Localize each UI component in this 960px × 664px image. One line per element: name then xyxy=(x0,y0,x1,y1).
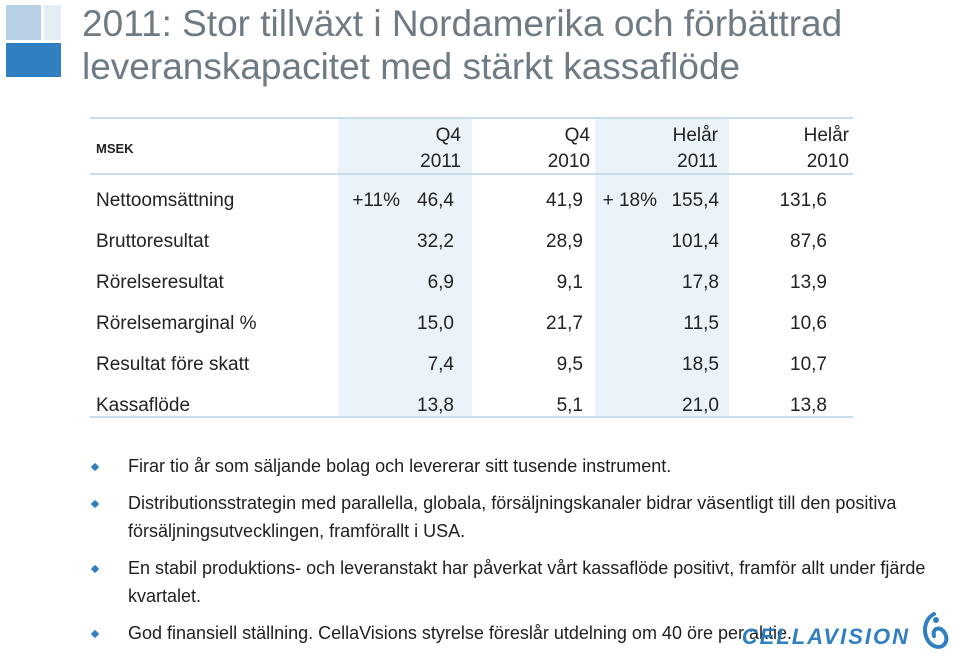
decor-square xyxy=(6,5,41,40)
column-header-line: 2011 xyxy=(677,151,718,172)
value-fy-2010: 10,7 xyxy=(790,354,827,375)
column-header-q4-2010: Q4 2010 xyxy=(548,123,590,175)
table-top-border xyxy=(90,117,853,119)
value-q4-2011: 13,8 xyxy=(417,395,454,416)
table-bottom-border xyxy=(90,416,853,418)
title-decoration xyxy=(0,0,70,80)
value-fy-2011: 21,0 xyxy=(682,395,719,416)
value-q4-2011: 7,4 xyxy=(427,354,454,375)
value-fy-2010: 131,6 xyxy=(779,190,827,211)
column-header-line: 2010 xyxy=(547,151,590,172)
logo-swirl-icon xyxy=(923,612,949,649)
column-header-q4-2011: Q4 2011 xyxy=(420,123,461,175)
highlight-column-fy-2011 xyxy=(595,117,729,418)
bullet-item: Firar tio år som säljande bolag och leve… xyxy=(90,452,950,480)
table-row: Kassaflöde 13,8 5,1 21,0 13,8 xyxy=(90,385,853,426)
value-fy-2011: 17,8 xyxy=(682,272,719,293)
column-header-fy-2010: Helår 2010 xyxy=(804,123,849,175)
value-q4-2010: 5,1 xyxy=(556,395,583,416)
page-title: 2011: Stor tillväxt i Nordamerika och fö… xyxy=(82,2,952,88)
row-label: Nettoomsättning xyxy=(96,190,235,211)
bullet-item: God finansiell ställning. CellaVisions s… xyxy=(90,619,950,647)
logo-text: CELLAVISION xyxy=(741,624,910,649)
bullet-icon xyxy=(90,564,100,574)
row-label: Rörelsemarginal % xyxy=(96,313,257,334)
value-fy-2010: 13,8 xyxy=(790,395,827,416)
column-header-line: 2010 xyxy=(806,151,849,172)
cellavision-logo: CELLAVISION xyxy=(742,606,954,660)
value-q4-2011: 15,0 xyxy=(417,313,454,334)
title-line-1: 2011: Stor tillväxt i Nordamerika och fö… xyxy=(82,3,843,44)
column-header-line: 2011 xyxy=(420,151,461,172)
bullet-text: En stabil produktions- och leveranstakt … xyxy=(128,558,926,606)
column-header-fy-2011: Helår 2011 xyxy=(673,123,718,175)
column-header-line: Q4 xyxy=(435,125,461,146)
bullet-text: God finansiell ställning. CellaVisions s… xyxy=(128,623,793,643)
bullet-text: Firar tio år som säljande bolag och leve… xyxy=(128,456,672,476)
bullet-list: Firar tio år som säljande bolag och leve… xyxy=(90,452,950,656)
value-fy-2010: 87,6 xyxy=(790,231,827,252)
row-label: Bruttoresultat xyxy=(96,231,209,252)
value-fy-2011: 11,5 xyxy=(683,313,719,334)
value-fy-2011: 18,5 xyxy=(682,354,719,375)
row-label: Rörelseresultat xyxy=(96,272,224,293)
value-q4-2011: 6,9 xyxy=(427,272,454,293)
value-q4-2010: 9,1 xyxy=(556,272,583,293)
value-q4-2010: 9,5 xyxy=(556,354,583,375)
growth-fy: + 18% xyxy=(602,190,657,211)
row-label: Resultat före skatt xyxy=(96,354,250,375)
column-header-line: Helår xyxy=(672,125,718,146)
title-line-2: leveranskapacitet med stärkt kassaflöde xyxy=(82,46,741,87)
bullet-text: Distributionsstrategin med parallella, g… xyxy=(128,493,897,541)
highlight-column-q4-2011 xyxy=(338,117,472,418)
bullet-item: Distributionsstrategin med parallella, g… xyxy=(90,489,950,545)
bullet-icon xyxy=(90,629,100,639)
bullet-item: En stabil produktions- och leveranstakt … xyxy=(90,554,950,610)
value-q4-2011: 32,2 xyxy=(417,231,454,252)
column-header-line: Helår xyxy=(803,125,849,146)
table-row: Resultat före skatt 7,4 9,5 18,5 10,7 xyxy=(90,344,853,385)
bullet-icon xyxy=(90,462,100,472)
table-row: Bruttoresultat 32,2 28,9 101,4 87,6 xyxy=(90,221,853,262)
value-q4-2011: 46,4 xyxy=(417,190,454,211)
value-fy-2010: 10,6 xyxy=(790,313,827,334)
table-row: Nettoomsättning +11% 46,4 41,9 + 18% 155… xyxy=(90,180,853,221)
decor-square xyxy=(6,43,61,77)
bullet-icon xyxy=(90,499,100,509)
unit-label: MSEK xyxy=(96,141,134,156)
value-fy-2011: 155,4 xyxy=(671,190,719,211)
value-q4-2010: 28,9 xyxy=(546,231,583,252)
decor-square xyxy=(44,5,61,40)
column-header-line: Q4 xyxy=(564,125,590,146)
row-label: Kassaflöde xyxy=(96,395,191,416)
value-fy-2011: 101,4 xyxy=(671,231,719,252)
growth-q4: +11% xyxy=(352,190,400,211)
table-row: Rörelseresultat 6,9 9,1 17,8 13,9 xyxy=(90,262,853,303)
value-q4-2010: 41,9 xyxy=(546,190,583,211)
value-fy-2010: 13,9 xyxy=(790,272,827,293)
table-row: Rörelsemarginal % 15,0 21,7 11,5 10,6 xyxy=(90,303,853,344)
value-q4-2010: 21,7 xyxy=(546,313,583,334)
table-header-border xyxy=(90,173,853,175)
